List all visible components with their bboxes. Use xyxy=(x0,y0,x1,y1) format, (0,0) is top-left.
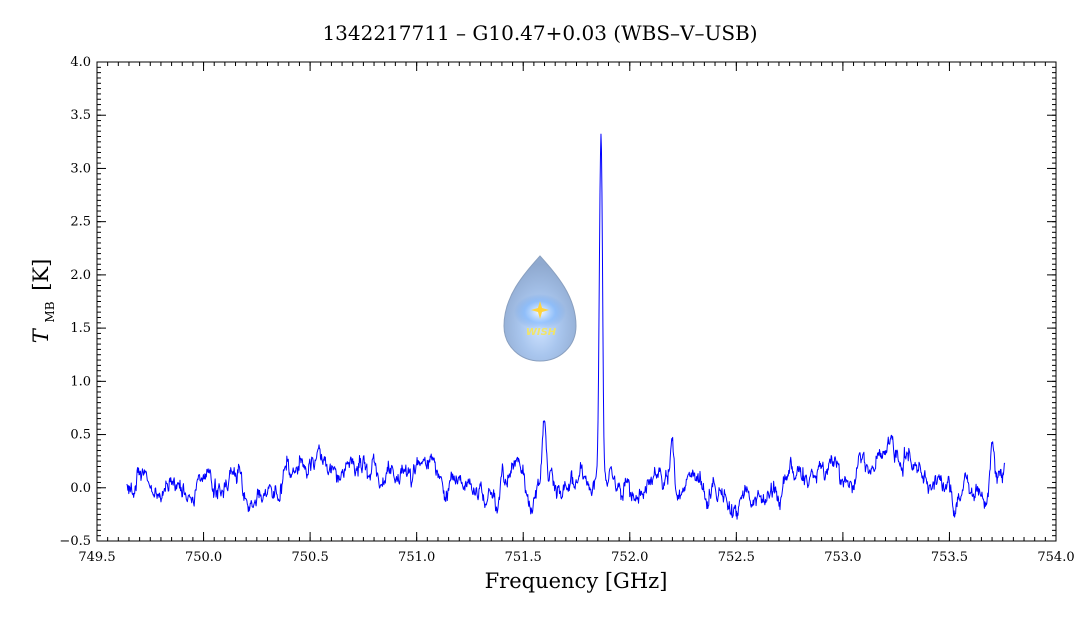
x-tick-label: 752.0 xyxy=(611,550,648,565)
y-tick-label: 0.5 xyxy=(70,428,91,443)
y-tick-label: −0.5 xyxy=(59,534,91,549)
x-tick-label: 753.5 xyxy=(931,550,968,565)
x-tick-label: 750.0 xyxy=(185,550,222,565)
y-tick-label: 2.5 xyxy=(70,215,91,230)
y-axis-subscript: MB xyxy=(43,301,57,322)
x-tick-label: 751.5 xyxy=(505,550,542,565)
x-tick-label: 752.5 xyxy=(718,550,755,565)
x-tick-label: 753.0 xyxy=(824,550,861,565)
x-tick-label: 750.5 xyxy=(292,550,329,565)
y-axis-unit: [K] xyxy=(29,259,53,291)
y-tick-label: 3.5 xyxy=(70,108,91,123)
svg-text:T MB [K]: T MB [K] xyxy=(29,259,59,344)
y-tick-label: 2.0 xyxy=(70,268,91,283)
y-tick-label: 4.0 xyxy=(70,55,91,70)
logo-text: WISH xyxy=(526,327,557,338)
y-tick-label: 0.0 xyxy=(70,481,91,496)
chart-title: 1342217711 – G10.47+0.03 (WBS–V–USB) xyxy=(322,21,757,45)
x-axis-title: Frequency [GHz] xyxy=(485,569,668,593)
y-tick-label: 3.0 xyxy=(70,161,91,176)
y-tick-label: 1.5 xyxy=(70,321,91,336)
x-tick-labels: 749.5 750.0 750.5 751.0 751.5 752.0 752.5 753.0… xyxy=(78,550,1074,565)
x-tick-label: 749.5 xyxy=(78,550,115,565)
spectrum-line xyxy=(126,133,1006,520)
y-tick-labels: −0.5 0.0 0.5 1.0 1.5 2.0 2.5 3.0 3.5 4.0 xyxy=(59,55,91,549)
wish-logo: WISH xyxy=(503,255,577,362)
x-tick-label: 751.0 xyxy=(398,550,435,565)
y-tick-label: 1.0 xyxy=(70,374,91,389)
star-icon xyxy=(531,301,549,319)
axis-ticks xyxy=(96,61,1057,542)
y-axis-title: T MB [K] xyxy=(29,259,59,344)
y-axis-symbol: T xyxy=(29,327,53,343)
x-tick-label: 754.0 xyxy=(1037,550,1074,565)
